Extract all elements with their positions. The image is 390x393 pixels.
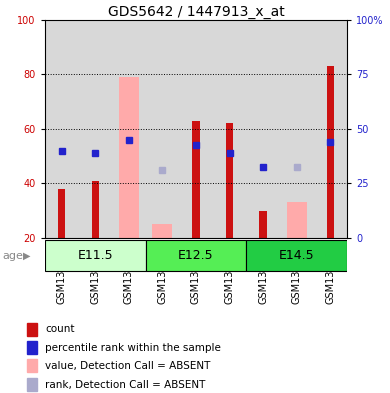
- Bar: [179, 20, 213, 238]
- Bar: [246, 240, 347, 272]
- Text: ▶: ▶: [23, 251, 30, 261]
- Bar: [287, 202, 307, 238]
- Bar: [92, 180, 99, 238]
- Text: rank, Detection Call = ABSENT: rank, Detection Call = ABSENT: [45, 380, 206, 390]
- Bar: [259, 211, 267, 238]
- Bar: [246, 20, 280, 238]
- Bar: [226, 123, 233, 238]
- Text: age: age: [2, 251, 23, 261]
- Bar: [45, 20, 78, 238]
- Bar: [58, 189, 66, 238]
- Text: E11.5: E11.5: [77, 249, 113, 262]
- Bar: [152, 224, 172, 238]
- Bar: [27, 378, 37, 391]
- Text: E12.5: E12.5: [178, 249, 214, 262]
- Bar: [314, 20, 347, 238]
- Bar: [213, 20, 246, 238]
- Bar: [119, 77, 139, 238]
- Bar: [326, 66, 334, 238]
- Bar: [145, 240, 246, 272]
- Bar: [112, 20, 145, 238]
- Text: count: count: [45, 325, 74, 334]
- Title: GDS5642 / 1447913_x_at: GDS5642 / 1447913_x_at: [108, 5, 284, 18]
- Bar: [78, 20, 112, 238]
- Text: percentile rank within the sample: percentile rank within the sample: [45, 343, 221, 353]
- Bar: [27, 359, 37, 372]
- Bar: [27, 341, 37, 354]
- Bar: [145, 20, 179, 238]
- Bar: [45, 240, 145, 272]
- Text: value, Detection Call = ABSENT: value, Detection Call = ABSENT: [45, 361, 211, 371]
- Text: E14.5: E14.5: [279, 249, 315, 262]
- Bar: [192, 121, 200, 238]
- Bar: [280, 20, 314, 238]
- Bar: [27, 323, 37, 336]
